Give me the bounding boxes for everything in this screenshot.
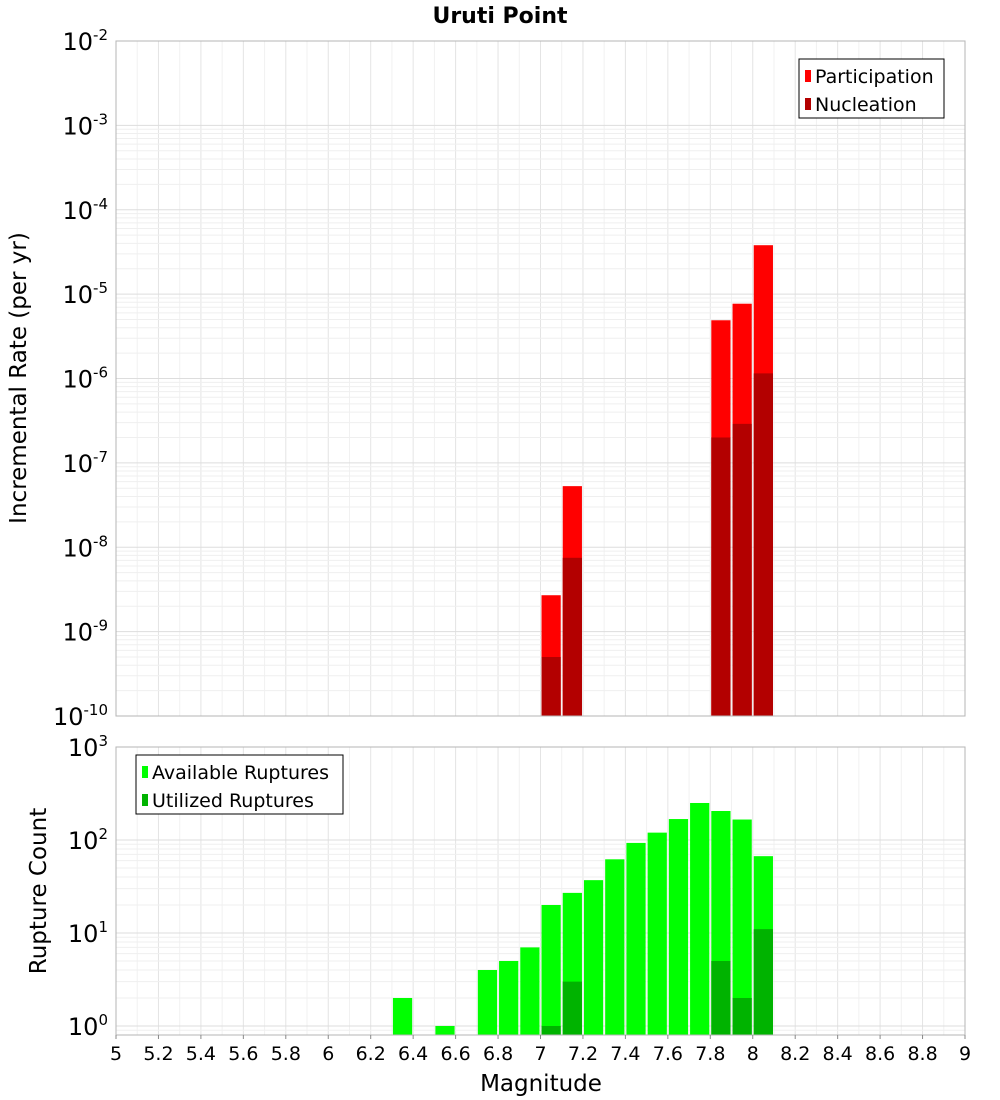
top-legend-label: Participation bbox=[815, 66, 934, 88]
bottom-utilized-ruptures-bar bbox=[541, 1025, 561, 1035]
top-y-tick-label: 10-10 bbox=[53, 701, 108, 731]
x-tick-label: 8.8 bbox=[907, 1043, 937, 1065]
bottom-available-ruptures-bar bbox=[499, 960, 519, 1035]
top-y-tick-label: 10-2 bbox=[62, 26, 108, 56]
x-tick-label: 5.2 bbox=[143, 1043, 173, 1065]
bottom-y-axis-label: Rupture Count bbox=[26, 808, 52, 974]
bottom-y-tick-label: 103 bbox=[68, 732, 108, 762]
bottom-legend-swatch bbox=[142, 766, 148, 778]
bottom-y-tick-label: 101 bbox=[68, 918, 108, 948]
top-legend-box bbox=[798, 58, 945, 119]
x-tick-label: 8.2 bbox=[780, 1043, 810, 1065]
top-y-tick-label: 10-9 bbox=[62, 617, 108, 647]
top-y-axis-label: Incremental Rate (per yr) bbox=[6, 232, 32, 524]
top-nucleation-bar bbox=[711, 437, 731, 716]
bottom-available-ruptures-bar bbox=[435, 1025, 455, 1035]
bottom-legend-label: Available Ruptures bbox=[152, 762, 329, 784]
x-tick-label: 8.6 bbox=[865, 1043, 895, 1065]
bottom-available-ruptures-bar bbox=[520, 947, 540, 1035]
bottom-available-ruptures-bar bbox=[626, 842, 646, 1035]
x-tick-label: 6.2 bbox=[356, 1043, 386, 1065]
x-tick-label: 6 bbox=[322, 1043, 334, 1065]
bottom-y-tick-label: 100 bbox=[68, 1011, 108, 1041]
bottom-available-ruptures-bar bbox=[732, 819, 752, 1035]
bottom-available-ruptures-bar bbox=[647, 832, 667, 1035]
bottom-available-ruptures-bar bbox=[541, 904, 561, 1035]
top-nucleation-bar bbox=[732, 423, 752, 716]
x-tick-label: 7.4 bbox=[610, 1043, 640, 1065]
top-nucleation-bar bbox=[541, 657, 561, 716]
bottom-available-ruptures-bar bbox=[605, 859, 625, 1035]
x-tick-label: 9 bbox=[959, 1043, 971, 1065]
x-tick-label: 5 bbox=[110, 1043, 122, 1065]
top-y-tick-label: 10-5 bbox=[62, 279, 108, 309]
x-tick-label: 8 bbox=[747, 1043, 759, 1065]
top-legend-label: Nucleation bbox=[815, 94, 917, 116]
x-tick-label: 5.4 bbox=[186, 1043, 216, 1065]
x-tick-label: 7.8 bbox=[695, 1043, 725, 1065]
x-tick-label: 5.8 bbox=[271, 1043, 301, 1065]
bottom-available-ruptures-bar bbox=[477, 969, 498, 1035]
bottom-y-tick-label: 102 bbox=[68, 825, 108, 855]
top-y-tick-label: 10-4 bbox=[62, 195, 108, 225]
top-y-tick-label: 10-7 bbox=[62, 448, 108, 478]
bottom-available-ruptures-bar bbox=[392, 997, 413, 1035]
bottom-legend-box bbox=[135, 754, 344, 815]
top-legend-swatch bbox=[805, 70, 811, 82]
bottom-available-ruptures-bar bbox=[583, 880, 604, 1035]
bottom-utilized-ruptures-bar bbox=[732, 997, 752, 1035]
top-y-tick-label: 10-8 bbox=[62, 532, 108, 562]
x-tick-label: 7.2 bbox=[568, 1043, 598, 1065]
top-nucleation-bar bbox=[562, 557, 582, 716]
top-frame bbox=[115, 40, 966, 717]
top-y-tick-label: 10-3 bbox=[62, 110, 108, 140]
bottom-available-ruptures-bar bbox=[690, 802, 710, 1035]
bottom-legend-swatch bbox=[142, 794, 148, 806]
x-tick-label: 7 bbox=[534, 1043, 546, 1065]
top-nucleation-bar bbox=[753, 373, 773, 716]
x-tick-label: 6.4 bbox=[398, 1043, 428, 1065]
bottom-utilized-ruptures-bar bbox=[562, 981, 582, 1035]
x-tick-label: 5.6 bbox=[228, 1043, 258, 1065]
bottom-utilized-ruptures-bar bbox=[753, 929, 773, 1035]
x-tick-label: 6.8 bbox=[483, 1043, 513, 1065]
bottom-available-ruptures-bar bbox=[668, 819, 689, 1035]
x-tick-label: 7.6 bbox=[653, 1043, 683, 1065]
chart-title: Uruti Point bbox=[432, 4, 568, 29]
x-tick-label: 8.4 bbox=[823, 1043, 853, 1065]
bottom-legend-label: Utilized Ruptures bbox=[152, 790, 314, 812]
bottom-utilized-ruptures-bar bbox=[711, 960, 731, 1035]
x-axis-label: Magnitude bbox=[480, 1071, 602, 1097]
x-tick-label: 6.6 bbox=[440, 1043, 470, 1065]
top-legend-swatch bbox=[805, 98, 811, 110]
top-y-tick-label: 10-6 bbox=[62, 364, 108, 394]
